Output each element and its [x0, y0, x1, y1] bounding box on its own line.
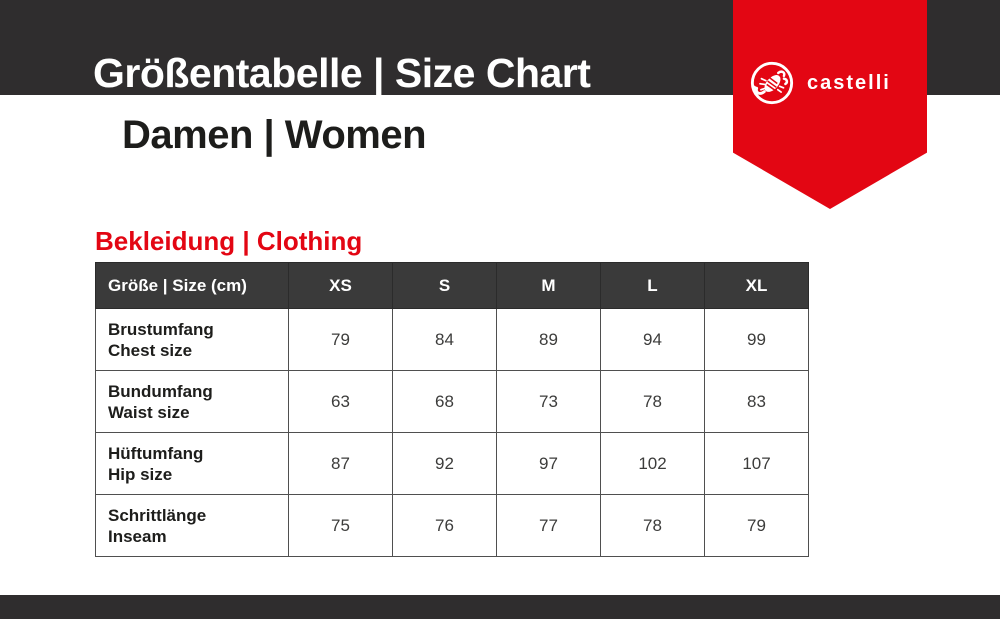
row-label-de: Brustumfang — [108, 319, 214, 339]
table-header-size-s: S — [392, 262, 497, 309]
row-label-en: Hip size — [108, 464, 173, 484]
cell-value: 102 — [600, 432, 705, 495]
cell-value: 97 — [496, 432, 601, 495]
row-label: Hüftumfang Hip size — [95, 432, 289, 495]
cell-value: 94 — [600, 308, 705, 371]
table-header-size-m: M — [496, 262, 601, 309]
row-label-de: Bundumfang — [108, 381, 213, 401]
row-label-en: Chest size — [108, 340, 193, 360]
cell-value: 73 — [496, 370, 601, 433]
cell-value: 68 — [392, 370, 497, 433]
cell-value: 99 — [704, 308, 809, 371]
castelli-logo: castelli — [749, 60, 891, 106]
cell-value: 79 — [704, 494, 809, 557]
row-label-de: Schrittlänge — [108, 505, 207, 525]
table-header-row: Größe | Size (cm) XS S M L XL — [95, 262, 809, 309]
cell-value: 63 — [288, 370, 393, 433]
page-title: Größentabelle | Size Chart — [93, 50, 591, 96]
cell-value: 84 — [392, 308, 497, 371]
cell-value: 79 — [288, 308, 393, 371]
table-row-inseam: Schrittlänge Inseam 75 76 77 78 79 — [95, 494, 809, 557]
castelli-wordmark: castelli — [807, 72, 891, 94]
cell-value: 89 — [496, 308, 601, 371]
cell-value: 77 — [496, 494, 601, 557]
size-table: Größe | Size (cm) XS S M L XL Brustumfan… — [95, 262, 809, 557]
row-label: Brustumfang Chest size — [95, 308, 289, 371]
cell-value: 78 — [600, 370, 705, 433]
table-row-hip: Hüftumfang Hip size 87 92 97 102 107 — [95, 432, 809, 495]
table-header-size-xl: XL — [704, 262, 809, 309]
row-label-en: Inseam — [108, 526, 167, 546]
table-header-size-l: L — [600, 262, 705, 309]
table-header-size-xs: XS — [288, 262, 393, 309]
scorpion-logo-icon — [750, 61, 794, 105]
row-label: Bundumfang Waist size — [95, 370, 289, 433]
table-header-label: Größe | Size (cm) — [95, 262, 289, 309]
cell-value: 76 — [392, 494, 497, 557]
table-row-waist: Bundumfang Waist size 63 68 73 78 83 — [95, 370, 809, 433]
row-label: Schrittlänge Inseam — [95, 494, 289, 557]
cell-value: 87 — [288, 432, 393, 495]
cell-value: 83 — [704, 370, 809, 433]
cell-value: 75 — [288, 494, 393, 557]
cell-value: 78 — [600, 494, 705, 557]
row-label-de: Hüftumfang — [108, 443, 204, 463]
section-heading: Bekleidung | Clothing — [95, 226, 363, 256]
bottom-bar — [0, 595, 1000, 619]
row-label-en: Waist size — [108, 402, 190, 422]
cell-value: 92 — [392, 432, 497, 495]
table-row-chest: Brustumfang Chest size 79 84 89 94 99 — [95, 308, 809, 371]
brand-ribbon: castelli — [733, 0, 927, 209]
cell-value: 107 — [704, 432, 809, 495]
page-subtitle: Damen | Women — [122, 113, 427, 157]
